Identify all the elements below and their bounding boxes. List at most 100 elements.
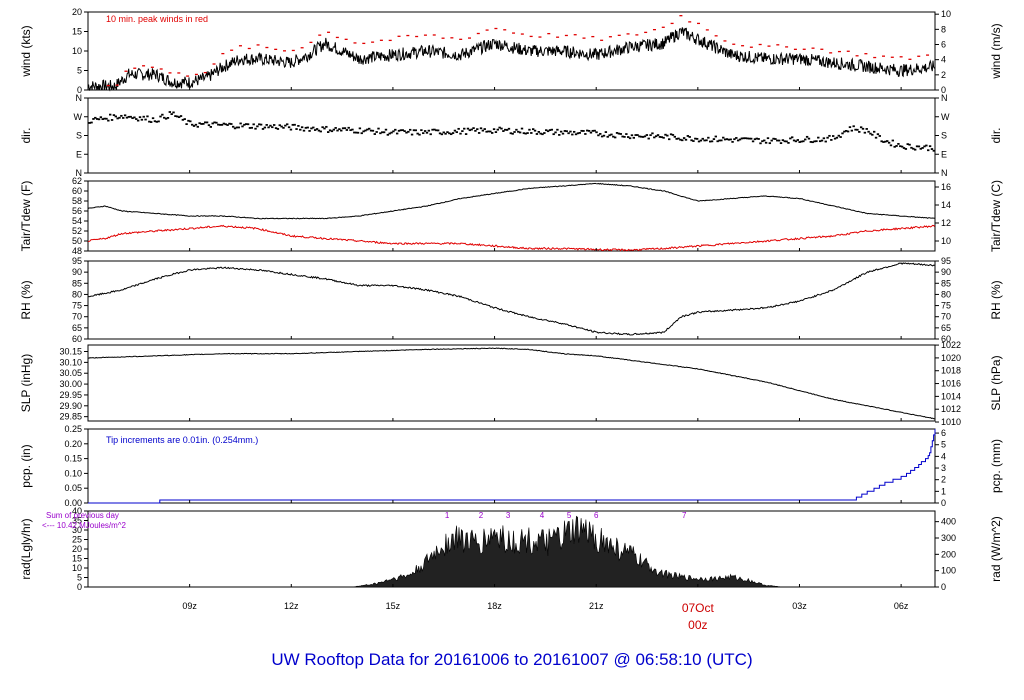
pcp-left-tick-label: 0.00 <box>64 498 82 508</box>
temp-right-tick-label: 16 <box>941 182 951 192</box>
pcp-right-axis-label: pcp. (mm) <box>989 439 1003 493</box>
temp-left-tick-label: 52 <box>72 226 82 236</box>
rad-right-axis-label: rad (W/m^2) <box>989 516 1003 582</box>
temp-left-tick-label: 58 <box>72 196 82 206</box>
dir-right-tick-label: N <box>941 93 948 103</box>
rad-hour-mark: 4 <box>540 511 545 520</box>
dir-left-tick-label: N <box>76 168 83 178</box>
dir-panel-frame <box>87 97 936 174</box>
rad-right-tick-label: 100 <box>941 566 956 576</box>
rh-left-axis-label: RH (%) <box>19 280 33 319</box>
wind-right-tick-label: 4 <box>941 55 946 65</box>
temp-right-tick-label: 10 <box>941 236 951 246</box>
rh-left-tick-label: 95 <box>72 256 82 266</box>
slp-left-tick-label: 29.85 <box>59 412 82 422</box>
x-tick-label: 03z <box>792 601 807 611</box>
rh-right-tick-label: 60 <box>941 334 951 344</box>
rad-note-value: <--- 10.42 MJoules/m^2 <box>42 521 127 530</box>
rad-left-tick-label: 5 <box>77 573 82 583</box>
temp-right-tick-label: 12 <box>941 218 951 228</box>
wind-right-tick-label: 2 <box>941 70 946 80</box>
slp-right-tick-label: 1020 <box>941 353 961 363</box>
rad-left-tick-label: 0 <box>77 582 82 592</box>
wind-left-tick-label: 0 <box>77 85 82 95</box>
slp-right-axis-label: SLP (hPa) <box>989 355 1003 410</box>
slp-left-tick-label: 29.90 <box>59 401 82 411</box>
dir-right-tick-label: E <box>941 149 947 159</box>
wind-right-axis-label: wind (m/s) <box>989 23 1003 79</box>
dir-left-tick-label: E <box>76 149 82 159</box>
temp-left-axis-label: Tair/Tdew (F) <box>19 181 33 252</box>
temp-left-tick-label: 60 <box>72 186 82 196</box>
rad-note-sum: Sum of previous day <box>46 511 119 520</box>
dir-left-tick-label: S <box>76 131 82 141</box>
tair-line <box>87 182 935 220</box>
rad-left-tick-label: 15 <box>72 554 82 564</box>
dir-right-axis-label: dir. <box>989 127 1003 143</box>
rad-area <box>352 515 800 588</box>
slp-right-tick-label: 1012 <box>941 404 961 414</box>
temp-left-tick-label: 62 <box>72 176 82 186</box>
rad-right-tick-label: 200 <box>941 549 956 559</box>
pcp-right-tick-label: 0 <box>941 498 946 508</box>
rad-left-tick-label: 20 <box>72 544 82 554</box>
rad-right-tick-label: 300 <box>941 533 956 543</box>
rad-hour-mark: 5 <box>567 511 572 520</box>
rad-right-tick-label: 0 <box>941 582 946 592</box>
x-tick-label: 15z <box>386 601 401 611</box>
rh-left-tick-label: 75 <box>72 301 82 311</box>
slp-panel-frame <box>87 344 936 422</box>
pcp-left-tick-label: 0.10 <box>64 468 82 478</box>
rad-hour-mark: 2 <box>479 511 484 520</box>
rad-hour-mark: 1 <box>445 511 450 520</box>
slp-left-tick-label: 29.95 <box>59 390 82 400</box>
slp-left-tick-label: 30.15 <box>59 347 82 357</box>
wind-speed-line <box>87 27 936 92</box>
pcp-right-tick-label: 6 <box>941 428 946 438</box>
x-tick-label: 18z <box>487 601 502 611</box>
wind-right-tick-label: 10 <box>941 9 951 19</box>
pcp-tip-note: Tip increments are 0.01in. (0.254mm.) <box>106 435 258 445</box>
slp-right-tick-label: 1014 <box>941 391 961 401</box>
rh-right-axis-label: RH (%) <box>989 280 1003 319</box>
rh-right-tick-label: 70 <box>941 312 951 322</box>
slp-right-tick-label: 1022 <box>941 340 961 350</box>
wind-right-tick-label: 0 <box>941 85 946 95</box>
wind-left-axis-label: wind (kts) <box>19 25 33 77</box>
pcp-left-axis-label: pcp. (in) <box>19 444 33 487</box>
rh-left-tick-label: 70 <box>72 312 82 322</box>
dir-right-tick-label: W <box>941 112 950 122</box>
slp-left-axis-label: SLP (inHg) <box>19 354 33 412</box>
temp-right-axis-label: Tair/Tdew (C) <box>989 180 1003 252</box>
rad-hour-mark: 3 <box>506 511 511 520</box>
pcp-left-tick-label: 0.05 <box>64 483 82 493</box>
rh-right-tick-label: 80 <box>941 289 951 299</box>
pcp-left-tick-label: 0.15 <box>64 454 82 464</box>
slp-left-tick-label: 30.10 <box>59 357 82 367</box>
rh-left-tick-label: 85 <box>72 278 82 288</box>
rad-left-tick-label: 10 <box>72 563 82 573</box>
x-tick-label: 00z <box>688 618 707 632</box>
pcp-panel-frame <box>87 428 936 504</box>
rh-panel-frame <box>87 260 936 340</box>
x-tick-label: 06z <box>894 601 909 611</box>
temp-left-tick-label: 50 <box>72 236 82 246</box>
dir-left-tick-label: N <box>76 93 83 103</box>
slp-right-tick-label: 1016 <box>941 379 961 389</box>
rh-right-tick-label: 90 <box>941 267 951 277</box>
pcp-right-tick-label: 2 <box>941 475 946 485</box>
x-tick-label: 12z <box>284 601 299 611</box>
wind-left-tick-label: 20 <box>72 7 82 17</box>
dir-right-tick-label: S <box>941 131 947 141</box>
rad-right-tick-label: 400 <box>941 517 956 527</box>
x-tick-label: 21z <box>589 601 604 611</box>
rad-left-tick-label: 30 <box>72 525 82 535</box>
rad-left-tick-label: 35 <box>72 516 82 526</box>
rh-left-tick-label: 90 <box>72 267 82 277</box>
pcp-line <box>88 429 936 504</box>
x-tick-label: 09z <box>182 601 197 611</box>
pcp-right-tick-label: 3 <box>941 463 946 473</box>
slp-line <box>87 347 935 420</box>
slp-right-tick-label: 1018 <box>941 366 961 376</box>
slp-left-tick-label: 30.00 <box>59 379 82 389</box>
